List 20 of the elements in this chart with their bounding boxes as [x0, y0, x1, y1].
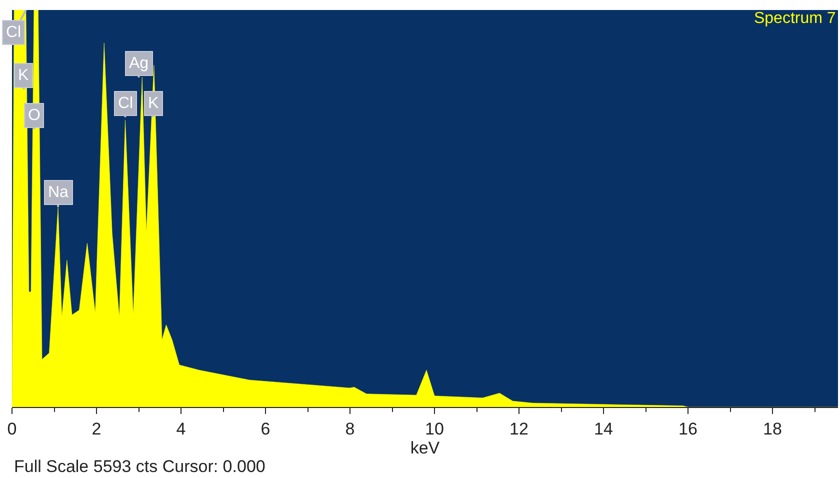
annotation: O: [28, 107, 40, 124]
annotation: Ag: [129, 55, 149, 72]
x-tick-label: 8: [345, 419, 355, 438]
x-tick-label: 10: [425, 419, 444, 438]
x-tick-label: 6: [260, 419, 270, 438]
chart-title: Spectrum 7: [754, 10, 836, 28]
annotation: K: [148, 95, 159, 112]
annotation: Cl: [6, 24, 22, 41]
x-axis-title: keV: [410, 438, 440, 458]
x-tick-label: 0: [7, 419, 17, 438]
x-tick-label: 14: [594, 419, 613, 438]
annotation: K: [18, 67, 29, 84]
x-tick-label: 4: [176, 419, 186, 438]
annotation: Na: [48, 184, 69, 201]
x-tick-label: 12: [510, 419, 528, 438]
text: Full Scale 5593 cts Cursor: 0.000: [14, 457, 266, 476]
x-tick-label: 16: [678, 419, 698, 438]
x-tick-label: 18: [763, 419, 782, 438]
x-tick-label: 2: [92, 419, 102, 438]
annotation: Cl: [118, 95, 134, 112]
